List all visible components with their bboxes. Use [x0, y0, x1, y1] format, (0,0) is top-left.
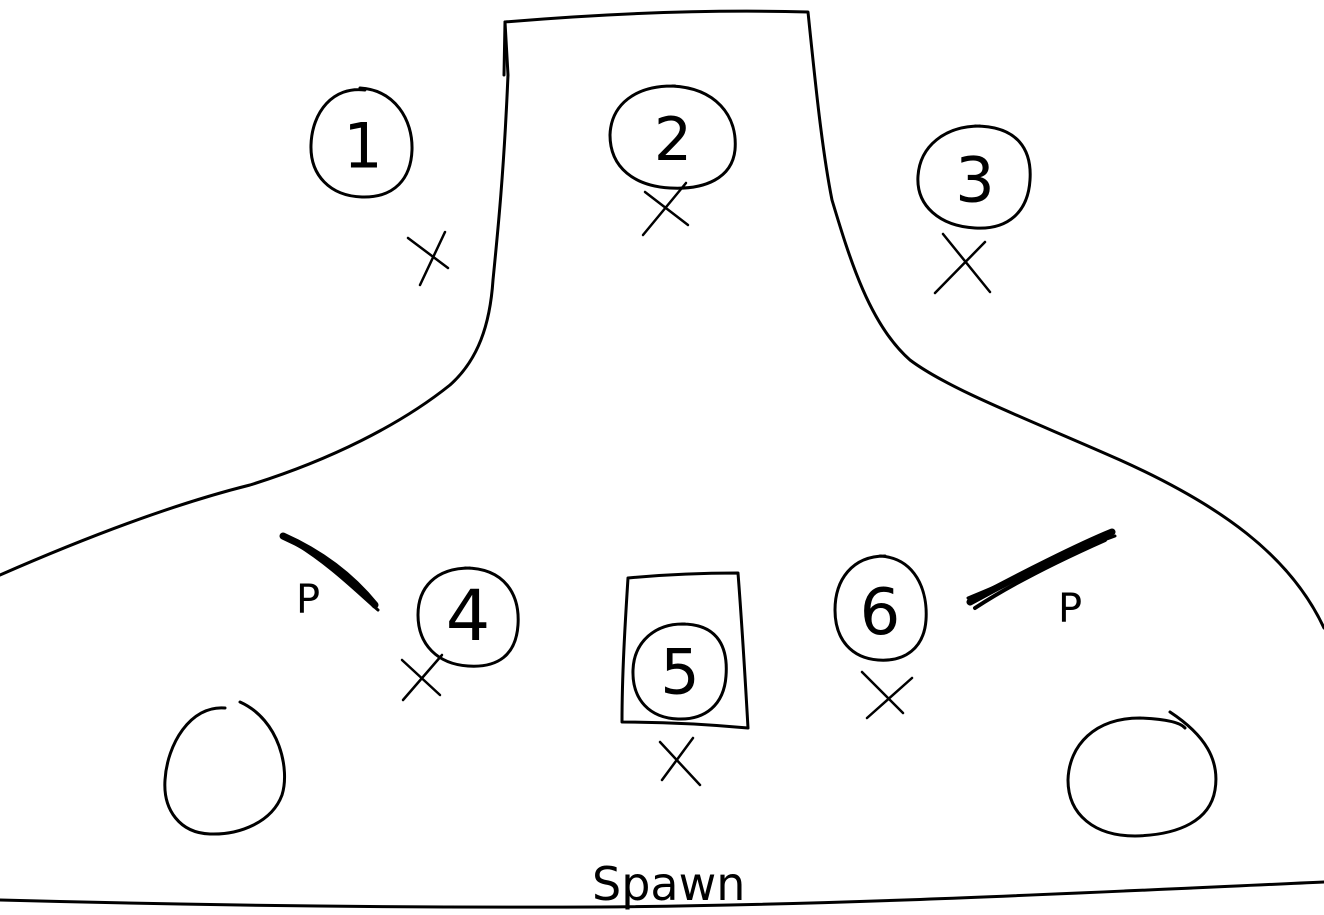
p-marker-right: P [966, 528, 1117, 632]
spot-5-square [620, 571, 750, 730]
spot-3-circle [916, 124, 1032, 230]
spot-5-x-mark [658, 736, 702, 787]
map-outline [0, 9, 1324, 630]
bottom-right-circle [1066, 710, 1218, 838]
slash-right [966, 528, 1116, 606]
spot-5-circle [631, 622, 728, 721]
spot-3-x-mark [933, 232, 992, 295]
spot-4-circle [416, 566, 520, 668]
spot-1-circle [309, 86, 414, 199]
spot-2: 2 [608, 84, 737, 190]
slash-right-stroke [973, 538, 1107, 610]
slash-left-stroke-2 [294, 542, 380, 612]
spot-4: 4 [416, 566, 520, 668]
bottom-left-circle [163, 700, 286, 836]
spot-2-number: 2 [654, 105, 692, 175]
spot-1-x-mark [406, 230, 450, 287]
spot-4-x-mark [400, 653, 444, 702]
spot-4-number: 4 [446, 575, 491, 657]
p-label-right: P [1058, 586, 1082, 632]
spot-5: 5 [620, 571, 750, 730]
spot-3-number: 3 [955, 144, 994, 217]
map-outline-notch [502, 20, 507, 77]
spot-1: 1 [309, 86, 414, 199]
spot-6-x-mark [860, 670, 914, 720]
spawn-label: Spawn [592, 857, 745, 911]
spot-6-circle [833, 554, 928, 662]
slash-right-stroke-2 [966, 534, 1117, 600]
map-bottom-line [0, 880, 1324, 909]
spot-2-x-mark [641, 181, 690, 237]
spot-2-circle [608, 84, 737, 190]
p-marker-left: P [279, 532, 380, 623]
spot-6-number: 6 [860, 576, 901, 650]
p-label-left: P [296, 577, 320, 623]
spot-3: 3 [916, 124, 1032, 230]
spot-1-number: 1 [343, 110, 382, 183]
spot-5-number: 5 [660, 636, 699, 709]
spot-6: 6 [833, 554, 928, 662]
